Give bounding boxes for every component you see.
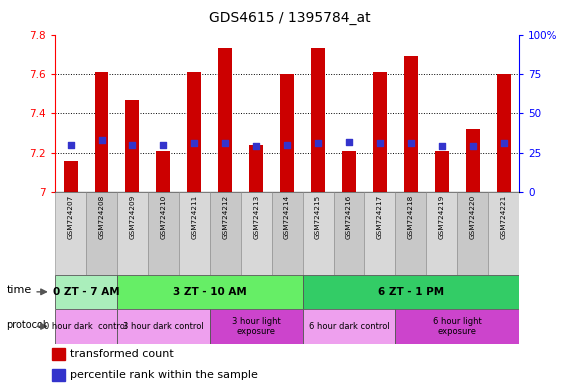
Text: GSM724210: GSM724210 — [160, 194, 166, 239]
Text: 6 ZT - 1 PM: 6 ZT - 1 PM — [378, 287, 444, 297]
Bar — [488, 192, 519, 275]
Bar — [148, 192, 179, 275]
Bar — [117, 192, 148, 275]
Bar — [95, 72, 108, 192]
Text: GSM724211: GSM724211 — [191, 194, 197, 239]
Bar — [55, 192, 86, 275]
Bar — [373, 72, 387, 192]
Bar — [210, 192, 241, 275]
Bar — [179, 192, 210, 275]
Point — [345, 139, 354, 145]
Bar — [187, 72, 201, 192]
Bar — [125, 99, 139, 192]
Bar — [241, 192, 271, 275]
Bar — [457, 192, 488, 275]
Text: GSM724207: GSM724207 — [67, 194, 74, 239]
Text: GSM724217: GSM724217 — [377, 194, 383, 239]
Text: percentile rank within the sample: percentile rank within the sample — [70, 370, 258, 380]
Bar — [271, 192, 303, 275]
Bar — [303, 309, 396, 344]
Point — [499, 140, 508, 146]
Text: GSM724219: GSM724219 — [438, 194, 445, 239]
Bar — [426, 192, 457, 275]
Bar — [466, 129, 480, 192]
Bar — [210, 309, 303, 344]
Bar — [342, 151, 356, 192]
Text: GDS4615 / 1395784_at: GDS4615 / 1395784_at — [209, 11, 371, 25]
Point — [375, 140, 385, 146]
Bar — [218, 48, 232, 192]
Text: 3 hour dark control: 3 hour dark control — [123, 322, 204, 331]
Text: GSM724214: GSM724214 — [284, 194, 290, 239]
Bar — [55, 275, 117, 309]
Text: GSM724221: GSM724221 — [501, 194, 507, 239]
Bar — [303, 192, 333, 275]
Text: GSM724208: GSM724208 — [99, 194, 104, 239]
Text: GSM724212: GSM724212 — [222, 194, 229, 239]
Point — [437, 143, 447, 149]
Point — [252, 143, 261, 149]
Bar — [435, 151, 449, 192]
Bar — [303, 275, 519, 309]
Bar — [311, 48, 325, 192]
Point — [66, 142, 75, 148]
Text: protocol: protocol — [6, 319, 46, 330]
Bar — [334, 192, 364, 275]
Point — [220, 140, 230, 146]
Text: 6 hour light
exposure: 6 hour light exposure — [433, 317, 481, 336]
Text: GSM724218: GSM724218 — [408, 194, 414, 239]
Text: time: time — [6, 285, 32, 295]
Text: GSM724209: GSM724209 — [129, 194, 136, 239]
Text: GSM724215: GSM724215 — [315, 194, 321, 239]
Point — [128, 142, 137, 148]
Bar — [55, 309, 117, 344]
Point — [468, 143, 477, 149]
Bar — [396, 309, 519, 344]
Text: 3 ZT - 10 AM: 3 ZT - 10 AM — [173, 287, 246, 297]
Text: 6 hour dark control: 6 hour dark control — [309, 322, 389, 331]
Bar — [64, 161, 78, 192]
Bar — [364, 192, 396, 275]
Bar — [404, 56, 418, 192]
Point — [159, 142, 168, 148]
Bar — [157, 151, 171, 192]
Text: 0 hour dark  control: 0 hour dark control — [45, 322, 128, 331]
Point — [406, 140, 415, 146]
Point — [97, 137, 106, 143]
Bar — [52, 348, 65, 360]
Bar — [280, 74, 294, 192]
Point — [282, 142, 292, 148]
Text: GSM724216: GSM724216 — [346, 194, 352, 239]
Bar — [117, 275, 303, 309]
Bar — [396, 192, 426, 275]
Text: GSM724220: GSM724220 — [470, 194, 476, 239]
Text: 0 ZT - 7 AM: 0 ZT - 7 AM — [53, 287, 119, 297]
Bar — [117, 309, 210, 344]
Point — [190, 140, 199, 146]
Text: GSM724213: GSM724213 — [253, 194, 259, 239]
Bar — [249, 145, 263, 192]
Bar — [86, 192, 117, 275]
Point — [313, 140, 322, 146]
Bar — [52, 369, 65, 381]
Text: transformed count: transformed count — [70, 349, 173, 359]
Bar — [496, 74, 510, 192]
Text: 3 hour light
exposure: 3 hour light exposure — [232, 317, 281, 336]
